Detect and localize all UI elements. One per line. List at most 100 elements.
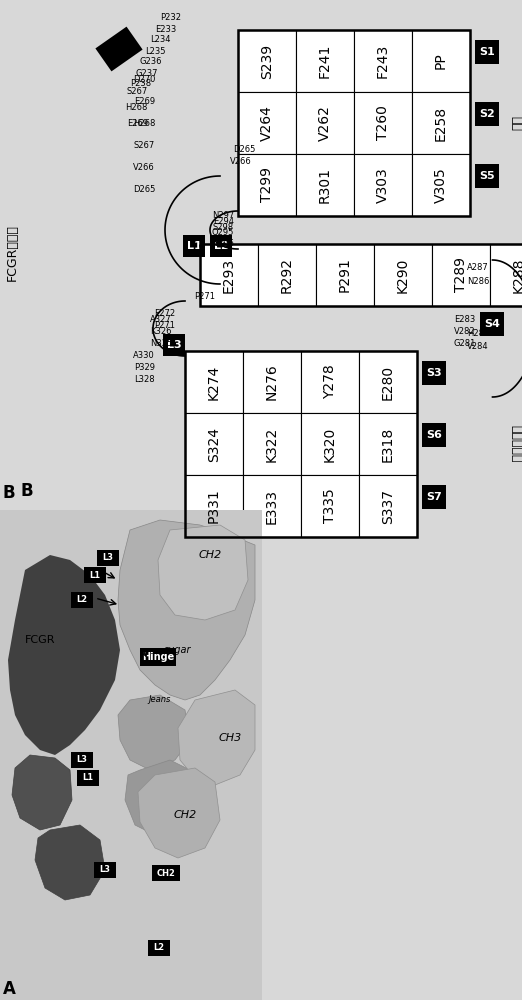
Polygon shape <box>118 520 255 700</box>
Text: V266: V266 <box>133 163 155 172</box>
Bar <box>185 413 243 475</box>
Text: Y278: Y278 <box>323 365 337 399</box>
Text: A330: A330 <box>133 352 155 360</box>
Text: K326: K326 <box>150 326 172 336</box>
Text: S324: S324 <box>207 426 221 462</box>
Text: E294: E294 <box>213 218 234 227</box>
Text: 溶剂暴露面: 溶剂暴露面 <box>509 425 522 463</box>
Bar <box>258 244 316 306</box>
Text: E318: E318 <box>381 426 395 462</box>
Bar <box>301 413 359 475</box>
Text: L1: L1 <box>187 241 201 251</box>
Bar <box>422 361 446 385</box>
Text: G281: G281 <box>454 338 477 348</box>
Text: L234: L234 <box>150 35 171 44</box>
Text: S2: S2 <box>479 109 495 119</box>
Text: E233: E233 <box>155 24 176 33</box>
Bar <box>422 423 446 447</box>
Polygon shape <box>158 525 248 620</box>
Polygon shape <box>12 755 72 830</box>
Text: L1: L1 <box>82 774 93 782</box>
Bar <box>200 244 522 306</box>
Bar <box>475 164 499 188</box>
Text: T299: T299 <box>260 167 274 202</box>
Text: P329: P329 <box>134 363 155 372</box>
Text: P331: P331 <box>207 489 221 523</box>
Bar <box>412 92 470 154</box>
Text: CH2: CH2 <box>157 868 175 878</box>
Bar <box>475 40 499 64</box>
Text: P232: P232 <box>160 13 181 22</box>
Bar <box>185 351 243 413</box>
Bar <box>84 567 106 583</box>
Bar <box>432 244 490 306</box>
Text: L2: L2 <box>153 944 164 952</box>
Text: H268: H268 <box>133 119 155 128</box>
Text: V264: V264 <box>260 105 274 141</box>
Text: P271: P271 <box>154 322 175 330</box>
Text: sugar: sugar <box>164 645 192 655</box>
Bar <box>77 770 99 786</box>
Text: G236: G236 <box>140 57 162 66</box>
Text: E269: E269 <box>134 97 155 106</box>
Bar <box>238 30 296 92</box>
Bar <box>296 30 354 92</box>
Text: S4: S4 <box>484 319 500 329</box>
Text: V284: V284 <box>467 342 489 351</box>
Bar <box>200 244 258 306</box>
Text: E269: E269 <box>127 119 148 128</box>
Bar <box>140 648 176 666</box>
Polygon shape <box>118 695 190 770</box>
Text: V303: V303 <box>376 167 390 203</box>
Text: B: B <box>20 482 32 500</box>
Bar <box>185 475 243 537</box>
Bar <box>243 475 301 537</box>
Text: N297: N297 <box>212 212 234 221</box>
Polygon shape <box>178 690 255 785</box>
Text: Jeans: Jeans <box>149 696 171 704</box>
Text: L3: L3 <box>100 865 111 874</box>
Text: H268: H268 <box>126 104 148 112</box>
Bar <box>243 351 301 413</box>
Bar <box>152 865 180 881</box>
Bar <box>359 351 417 413</box>
Text: N325: N325 <box>150 338 172 348</box>
Text: S267: S267 <box>134 141 155 150</box>
Text: L235: L235 <box>145 46 165 55</box>
Text: L3: L3 <box>77 756 88 764</box>
Text: D265: D265 <box>233 144 255 153</box>
Text: K274: K274 <box>207 364 221 400</box>
Text: V266: V266 <box>230 157 252 166</box>
Text: A: A <box>3 980 16 998</box>
Bar <box>359 413 417 475</box>
Bar <box>71 592 93 608</box>
Bar <box>354 154 412 216</box>
Text: G237: G237 <box>135 68 158 78</box>
Text: T260: T260 <box>376 106 390 140</box>
Text: L3: L3 <box>167 340 181 350</box>
Bar <box>412 154 470 216</box>
Text: S298: S298 <box>213 223 234 232</box>
Text: CH2: CH2 <box>198 550 222 560</box>
Text: T335: T335 <box>323 489 337 523</box>
Text: L2: L2 <box>213 241 229 251</box>
Bar <box>148 940 170 956</box>
Text: FCGR结合面: FCGR结合面 <box>6 224 18 281</box>
Text: S1: S1 <box>479 47 495 57</box>
Bar <box>301 475 359 537</box>
Text: K322: K322 <box>265 426 279 462</box>
Text: E293: E293 <box>222 257 236 293</box>
Text: E283: E283 <box>454 314 475 324</box>
Bar <box>301 351 359 413</box>
Polygon shape <box>138 768 220 858</box>
Text: N276: N276 <box>265 364 279 400</box>
Text: V262: V262 <box>318 105 332 141</box>
Bar <box>238 30 470 216</box>
Polygon shape <box>125 760 195 835</box>
Bar <box>243 413 301 475</box>
Text: N286: N286 <box>467 276 490 286</box>
Bar <box>185 351 417 537</box>
Bar <box>0 510 262 1000</box>
Text: V282: V282 <box>454 326 476 336</box>
Text: S3: S3 <box>426 368 442 378</box>
